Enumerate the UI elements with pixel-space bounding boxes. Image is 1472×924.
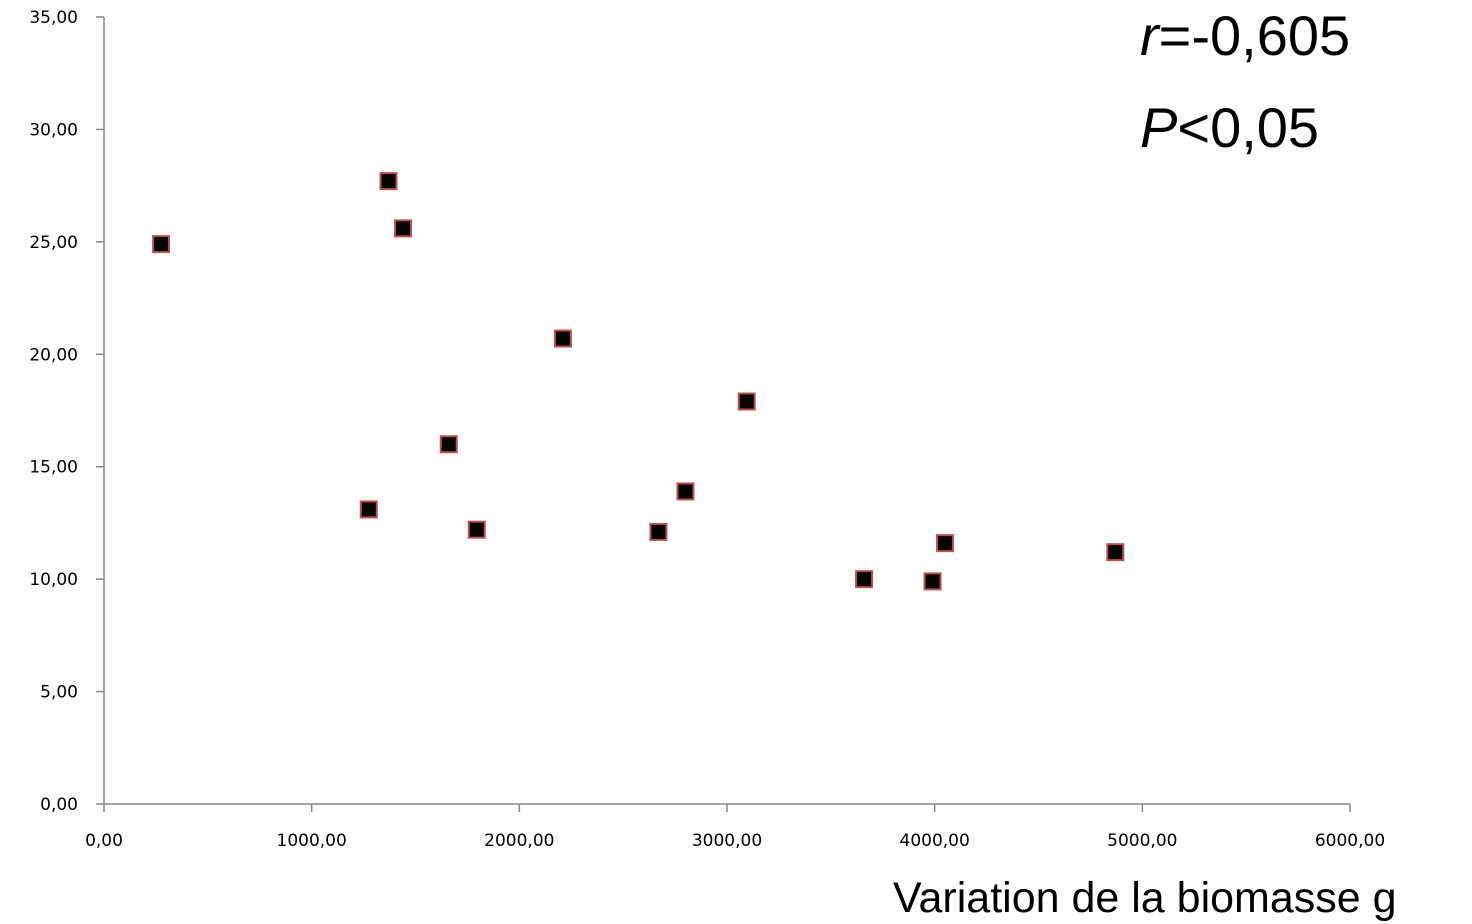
x-tick-label: 1000,00 [277,831,347,851]
y-tick-label: 0,00 [40,795,78,815]
y-tick-label: 30,00 [29,120,78,140]
r-value: =-0,605 [1158,4,1351,67]
y-tick-label: 20,00 [29,345,78,365]
data-point [439,435,458,454]
x-tick-label: 0,00 [85,831,123,851]
x-tick-label: 5000,00 [1107,831,1177,851]
data-point [649,522,668,541]
data-point [359,500,378,519]
x-tick-label: 4000,00 [900,831,970,851]
y-tick-label: 10,00 [29,570,78,590]
y-tick-label: 5,00 [40,683,78,703]
chart-points [152,172,1125,591]
data-point [1106,543,1125,562]
data-point [467,520,486,539]
x-tick-label: 6000,00 [1315,831,1385,851]
data-point [923,572,942,591]
data-point [737,392,756,411]
y-tick-label: 35,00 [29,8,78,28]
data-point [152,235,171,254]
r-symbol: r [1140,4,1159,67]
data-point [936,534,955,553]
x-axis-label: Variation de la biomasse g [893,874,1397,922]
chart-ticks: 0,00 5,00 10,00 15,00 20,00 25,00 30,00 35,00 0,… [29,8,1385,851]
data-point [553,329,572,348]
correlation-coefficient: r=-0,605 [1140,8,1350,64]
y-tick-label: 25,00 [29,233,78,253]
x-tick-label: 2000,00 [484,831,554,851]
x-tick-label: 3000,00 [692,831,762,851]
p-value: P<0,05 [1140,100,1319,156]
p-symbol: P [1140,96,1178,159]
p-value-text: <0,05 [1177,96,1320,159]
data-point [676,482,695,501]
data-point [394,219,413,238]
data-point [379,172,398,191]
y-tick-label: 15,00 [29,458,78,478]
data-point [855,570,874,589]
